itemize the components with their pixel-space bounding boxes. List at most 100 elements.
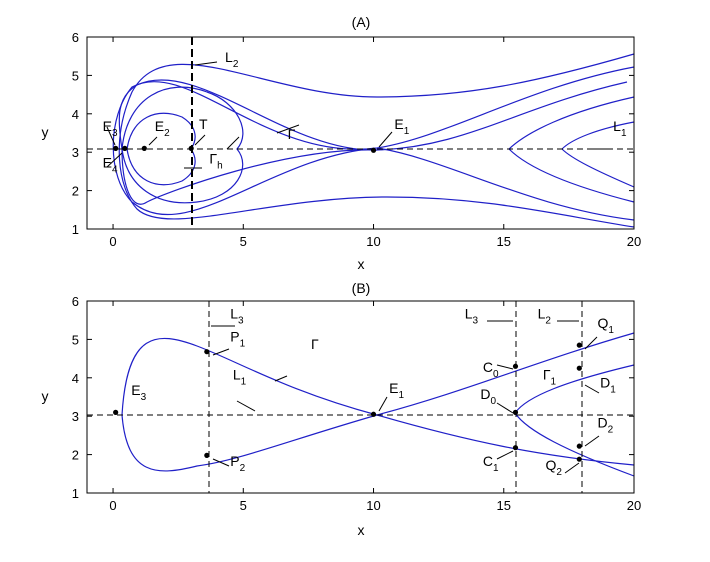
- panel-b-ylabel: y: [42, 388, 49, 404]
- annotation-sub: 1: [551, 377, 557, 388]
- annotation-sub: 3: [112, 128, 118, 139]
- annotation-label: P2: [230, 453, 245, 474]
- panel-a-orbit-4: [121, 148, 378, 205]
- annotation-sub: 1: [610, 384, 616, 395]
- equilibrium-point: [204, 452, 210, 458]
- annotation-sub: 0: [490, 396, 496, 407]
- annotation-label: Γ1: [543, 367, 557, 388]
- annotation-main: Γ: [209, 151, 217, 167]
- equilibrium-point: [512, 409, 519, 415]
- arrow-E2: [148, 136, 158, 146]
- annotation-sub: 1: [240, 338, 246, 349]
- panel-b-yticks: 1 2 3 4 5 6: [72, 294, 634, 501]
- equilibrium-point: [188, 145, 194, 151]
- annotation-sub: 1: [493, 463, 499, 474]
- x-tick-label: 20: [627, 234, 641, 249]
- panel-a-xticks: 0 5 10 15 20: [109, 37, 641, 249]
- annotation-label: Γ: [311, 336, 319, 352]
- arrow-L1-b: [236, 400, 256, 412]
- panel-b-arrows: [211, 320, 600, 474]
- panel-a-outer-orbit: [118, 53, 635, 228]
- annotation-label: E2: [155, 118, 170, 139]
- annotation-label: P1: [230, 328, 245, 349]
- equilibrium-point: [576, 365, 582, 371]
- annotation-label: Q1: [598, 315, 615, 336]
- annotation-sub: 2: [608, 425, 614, 436]
- arrow-Q1: [584, 336, 598, 350]
- panel-b-points: [113, 342, 582, 462]
- annotation-main: Γ: [311, 336, 319, 352]
- annotation-sub: 1: [404, 126, 410, 137]
- panel-a-arrows: [106, 61, 607, 169]
- annotation-main: D: [598, 415, 608, 431]
- annotation-main: L: [233, 367, 241, 383]
- arrow-L2: [194, 61, 218, 66]
- annotation-sub: 1: [621, 128, 627, 139]
- annotation-label: L2: [538, 305, 552, 326]
- arrow-P1: [212, 348, 230, 356]
- equilibrium-point: [204, 349, 210, 355]
- annotation-main: D: [480, 386, 490, 402]
- annotation-main: L: [230, 305, 238, 321]
- equilibrium-point: [141, 145, 147, 151]
- annotation-main: E: [131, 382, 140, 398]
- annotation-sub: 3: [238, 315, 244, 326]
- annotation-main: L: [225, 49, 233, 65]
- annotation-main: E: [103, 118, 112, 134]
- annotation-main: L: [538, 305, 546, 321]
- annotation-sub: 0: [493, 369, 499, 380]
- x-tick-label: 10: [366, 234, 380, 249]
- annotation-label: C1: [483, 453, 499, 474]
- panel-a-inner-loop-1: [121, 86, 244, 204]
- y-tick-label: 5: [72, 332, 79, 347]
- arrow-E3: [106, 126, 116, 146]
- equilibrium-point: [370, 411, 377, 417]
- annotation-label: E1: [394, 116, 409, 137]
- x-tick-label: 15: [497, 498, 511, 513]
- annotation-main: E: [155, 118, 164, 134]
- annotation-sub: 3: [472, 315, 478, 326]
- arrow-T: [194, 134, 206, 146]
- panel-a-orbit-2: [112, 66, 635, 221]
- annotation-main: E: [103, 155, 112, 171]
- annotation-label: Γh: [209, 151, 222, 172]
- panel-b-xticks: 0 5 10 15 20: [109, 301, 641, 513]
- x-tick-label: 0: [109, 498, 116, 513]
- panel-b-homoclinic-gamma: [121, 332, 635, 472]
- y-tick-label: 4: [72, 371, 79, 386]
- x-tick-label: 5: [240, 498, 247, 513]
- annotation-main: P: [230, 328, 239, 344]
- equilibrium-point: [122, 145, 128, 151]
- annotation-sub: 1: [241, 377, 247, 388]
- y-tick-label: 1: [72, 222, 79, 237]
- y-tick-label: 3: [72, 145, 79, 160]
- x-tick-label: 10: [366, 498, 380, 513]
- annotation-main: Γ: [543, 367, 551, 383]
- annotation-label: E1: [389, 380, 404, 401]
- equilibrium-point: [576, 456, 582, 462]
- panel-a-title: (A): [352, 14, 371, 30]
- annotation-sub: 2: [556, 467, 562, 478]
- annotation-label: D2: [598, 415, 614, 436]
- equilibrium-point: [576, 443, 582, 449]
- annotation-sub: 2: [240, 463, 246, 474]
- annotation-label: T: [199, 116, 208, 132]
- equilibrium-point: [113, 409, 119, 415]
- annotation-label: D0: [480, 386, 496, 407]
- y-tick-label: 6: [72, 294, 79, 309]
- y-tick-label: 6: [72, 30, 79, 45]
- panel-b-curves: [121, 332, 635, 477]
- panel-b-xlabel: x: [358, 522, 365, 538]
- annotation-label: E3: [131, 382, 146, 403]
- annotation-main: Q: [545, 457, 556, 473]
- equilibrium-point: [113, 145, 119, 151]
- annotation-sub: 2: [545, 315, 551, 326]
- annotation-main: Q: [598, 315, 609, 331]
- annotation-label: C0: [483, 359, 499, 380]
- annotation-sub: 2: [164, 128, 170, 139]
- annotation-main: C: [483, 453, 493, 469]
- panel-b-frame: [86, 300, 635, 494]
